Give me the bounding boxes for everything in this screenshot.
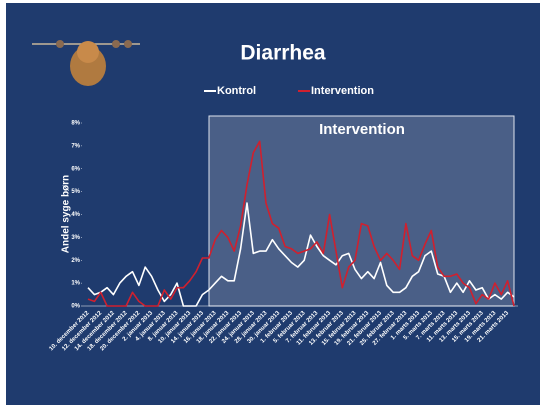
y-tick-label: 8% xyxy=(71,121,80,127)
y-tick-label: 0% xyxy=(71,304,80,310)
legend-label: Intervention xyxy=(311,85,374,97)
chart-title: Diarrhea xyxy=(240,42,326,65)
logo-dot xyxy=(124,40,132,48)
series-line xyxy=(87,140,515,307)
y-tick-label: 1% xyxy=(71,281,80,287)
y-axis-label: Andel syge børn xyxy=(61,175,72,253)
legend-label: Kontrol xyxy=(217,85,256,97)
logo xyxy=(32,40,140,86)
y-tick-label: 5% xyxy=(71,189,80,195)
bear-head xyxy=(77,41,99,63)
y-tick-label: 2% xyxy=(71,258,80,264)
y-tick-label: 7% xyxy=(71,143,80,149)
y-tick-label: 6% xyxy=(71,166,80,172)
annotation: Intervention xyxy=(319,121,405,138)
logo-dot xyxy=(112,40,120,48)
y-tick-label: 3% xyxy=(71,235,80,241)
logo-dot xyxy=(56,40,64,48)
y-tick-label: 4% xyxy=(71,212,80,218)
